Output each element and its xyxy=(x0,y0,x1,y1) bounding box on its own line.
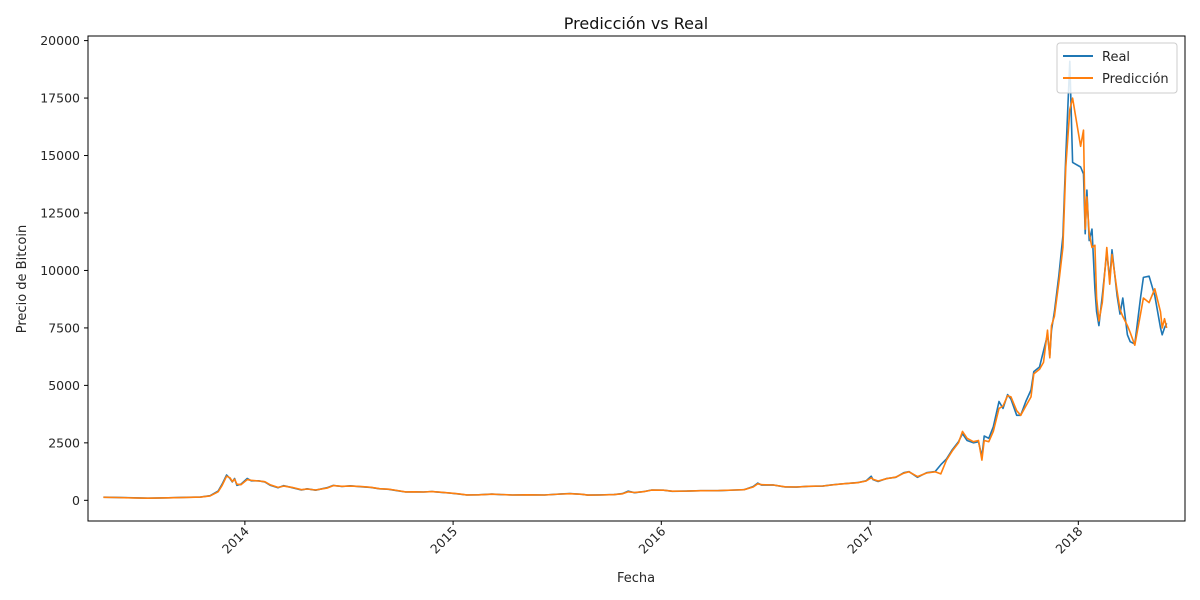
y-tick-label: 0 xyxy=(72,493,80,508)
y-tick-label: 12500 xyxy=(40,205,80,220)
y-axis-title: Precio de Bitcoin xyxy=(15,225,30,333)
chart-title: Predicción vs Real xyxy=(564,14,708,33)
y-tick-label: 20000 xyxy=(40,33,80,48)
legend-prediction-label: Predicción xyxy=(1102,72,1169,87)
series-prediction-line xyxy=(103,97,1168,500)
axes-frame xyxy=(87,35,1186,522)
x-tick-label: 2018 xyxy=(1052,523,1085,556)
x-tick-label: 2014 xyxy=(219,523,252,556)
y-tick-label: 15000 xyxy=(40,148,80,163)
y-tick-label: 7500 xyxy=(48,320,80,335)
y-axis: 0 2500 5000 7500 10000 12500 15000 17500 20000 xyxy=(40,33,88,508)
y-tick-label: 17500 xyxy=(40,91,80,106)
y-tick-label: 2500 xyxy=(48,435,80,450)
x-tick-label: 2017 xyxy=(844,524,877,557)
y-tick-label: 10000 xyxy=(40,263,80,278)
legend: Real Predicción xyxy=(1056,42,1178,94)
plot-area xyxy=(103,60,1168,500)
x-tick-label: 2015 xyxy=(427,524,460,557)
x-tick-label: 2016 xyxy=(635,523,668,556)
series-real-line xyxy=(103,60,1168,500)
legend-real-label: Real xyxy=(1102,50,1130,65)
x-axis-title: Fecha xyxy=(617,571,655,586)
y-tick-label: 5000 xyxy=(48,378,80,393)
x-axis: 2014 2015 2016 2017 2018 xyxy=(219,521,1085,557)
